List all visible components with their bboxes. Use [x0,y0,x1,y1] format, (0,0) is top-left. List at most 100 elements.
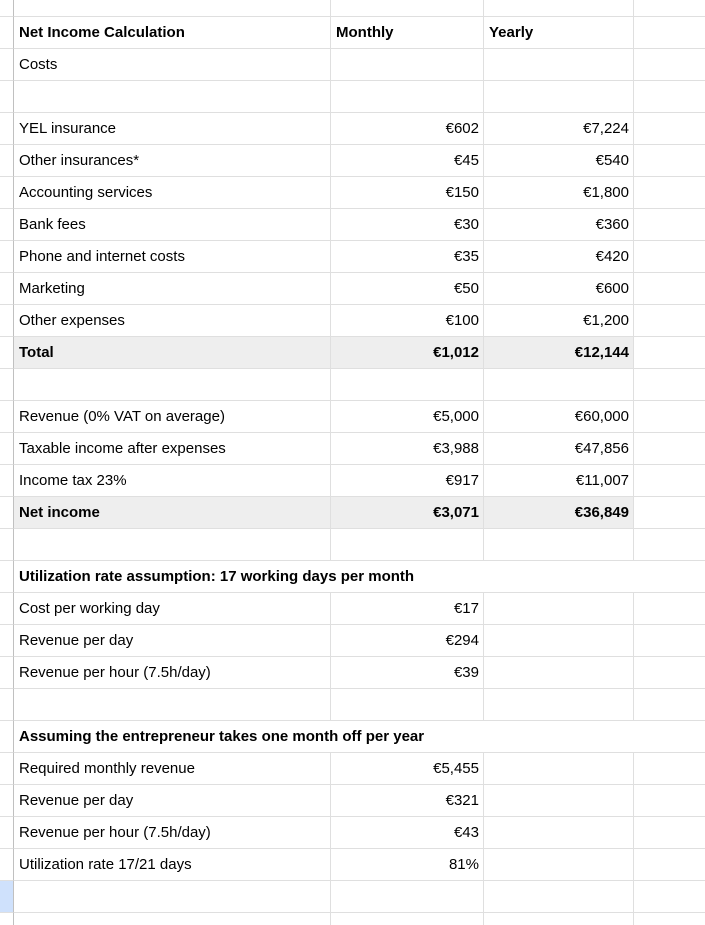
extra-column-cell[interactable] [634,593,705,625]
monthly-value-cell[interactable]: €1,012 [331,337,484,369]
empty-cell[interactable] [14,81,331,113]
row-label-cell[interactable]: Net income [14,497,331,529]
monthly-value-cell[interactable]: €602 [331,113,484,145]
row-strip-cell[interactable] [0,817,14,849]
yearly-value-cell[interactable] [484,593,634,625]
row-label-cell[interactable]: Revenue per day [14,785,331,817]
monthly-value-cell[interactable]: €50 [331,273,484,305]
yearly-value-cell[interactable]: €36,849 [484,497,634,529]
empty-cell[interactable] [14,0,331,17]
row-strip-cell[interactable] [0,17,14,49]
empty-cell[interactable] [331,881,484,913]
row-strip-cell[interactable] [0,465,14,497]
yearly-value-cell[interactable]: €600 [484,273,634,305]
row-strip-cell[interactable] [0,209,14,241]
empty-cell[interactable] [14,529,331,561]
empty-cell[interactable] [484,369,634,401]
row-label-cell[interactable]: Accounting services [14,177,331,209]
row-strip-cell[interactable] [0,433,14,465]
row-label-cell[interactable]: Other insurances* [14,145,331,177]
row-strip-cell[interactable] [0,753,14,785]
extra-column-cell[interactable] [634,657,705,689]
monthly-value-cell[interactable]: €3,071 [331,497,484,529]
yearly-value-cell[interactable] [484,753,634,785]
extra-column-cell[interactable] [634,817,705,849]
extra-column-cell[interactable] [634,273,705,305]
selected-cell[interactable] [0,881,14,913]
row-label-cell[interactable]: Required monthly revenue [14,753,331,785]
row-strip-cell[interactable] [0,177,14,209]
monthly-value-cell[interactable]: €100 [331,305,484,337]
monthly-value-cell[interactable]: €5,455 [331,753,484,785]
empty-cell[interactable] [331,81,484,113]
empty-cell[interactable] [634,881,705,913]
yearly-value-cell[interactable]: €540 [484,145,634,177]
row-strip-cell[interactable] [0,529,14,561]
monthly-value-cell[interactable]: €17 [331,593,484,625]
empty-cell[interactable] [484,0,634,17]
monthly-value-cell[interactable]: €917 [331,465,484,497]
row-strip-cell[interactable] [0,81,14,113]
monthly-value-cell[interactable]: €30 [331,209,484,241]
yearly-value-cell[interactable]: Yearly [484,17,634,49]
row-label-cell[interactable]: Revenue per hour (7.5h/day) [14,657,331,689]
yearly-value-cell[interactable] [484,625,634,657]
extra-column-cell[interactable] [634,49,705,81]
empty-cell[interactable] [331,529,484,561]
yearly-value-cell[interactable]: €11,007 [484,465,634,497]
row-strip-cell[interactable] [0,0,14,17]
row-strip-cell[interactable] [0,273,14,305]
section-header-cell[interactable]: Assuming the entrepreneur takes one mont… [14,721,705,753]
row-label-cell[interactable]: Revenue per hour (7.5h/day) [14,817,331,849]
yearly-value-cell[interactable]: €47,856 [484,433,634,465]
yearly-value-cell[interactable]: €420 [484,241,634,273]
row-label-cell[interactable]: Income tax 23% [14,465,331,497]
empty-cell[interactable] [331,369,484,401]
empty-cell[interactable] [634,369,705,401]
empty-cell[interactable] [634,913,705,925]
extra-column-cell[interactable] [634,113,705,145]
extra-column-cell[interactable] [634,209,705,241]
row-strip-cell[interactable] [0,561,14,593]
empty-cell[interactable] [484,689,634,721]
monthly-value-cell[interactable]: €35 [331,241,484,273]
extra-column-cell[interactable] [634,497,705,529]
empty-cell[interactable] [634,689,705,721]
monthly-value-cell[interactable]: €3,988 [331,433,484,465]
empty-cell[interactable] [331,689,484,721]
row-label-cell[interactable]: Bank fees [14,209,331,241]
row-label-cell[interactable]: Total [14,337,331,369]
monthly-value-cell[interactable]: €43 [331,817,484,849]
row-strip-cell[interactable] [0,241,14,273]
empty-cell[interactable] [634,0,705,17]
extra-column-cell[interactable] [634,465,705,497]
monthly-value-cell[interactable]: €150 [331,177,484,209]
row-label-cell[interactable]: YEL insurance [14,113,331,145]
row-strip-cell[interactable] [0,657,14,689]
empty-cell[interactable] [331,0,484,17]
row-label-cell[interactable]: Taxable income after expenses [14,433,331,465]
extra-column-cell[interactable] [634,337,705,369]
extra-column-cell[interactable] [634,145,705,177]
row-label-cell[interactable]: Revenue per day [14,625,331,657]
extra-column-cell[interactable] [634,241,705,273]
monthly-value-cell[interactable]: €39 [331,657,484,689]
extra-column-cell[interactable] [634,17,705,49]
yearly-value-cell[interactable]: €60,000 [484,401,634,433]
row-label-cell[interactable]: Marketing [14,273,331,305]
yearly-value-cell[interactable] [484,849,634,881]
row-label-cell[interactable]: Other expenses [14,305,331,337]
empty-cell[interactable] [484,913,634,925]
empty-cell[interactable] [634,81,705,113]
extra-column-cell[interactable] [634,785,705,817]
empty-cell[interactable] [14,369,331,401]
yearly-value-cell[interactable]: €7,224 [484,113,634,145]
row-label-cell[interactable]: Revenue (0% VAT on average) [14,401,331,433]
yearly-value-cell[interactable] [484,657,634,689]
monthly-value-cell[interactable]: €5,000 [331,401,484,433]
row-strip-cell[interactable] [0,785,14,817]
yearly-value-cell[interactable] [484,49,634,81]
extra-column-cell[interactable] [634,753,705,785]
row-strip-cell[interactable] [0,145,14,177]
monthly-value-cell[interactable] [331,49,484,81]
